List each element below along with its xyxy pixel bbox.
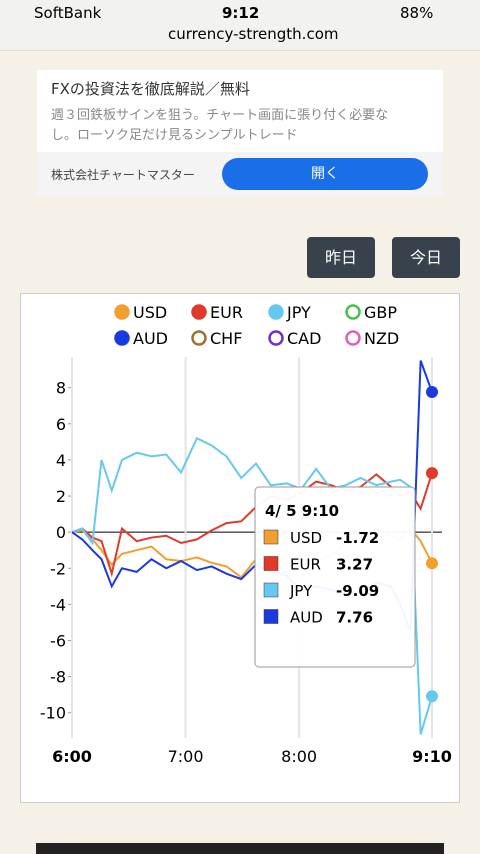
tooltip-value: -9.09 [336,582,379,600]
bottom-banner [36,843,444,854]
ad[interactable]: FXの投資法を徹底解説／無料 週３回鉄板サインを狙う。チャート画面に張り付く必要… [37,70,443,196]
end-point [426,467,438,480]
legend-marker[interactable] [114,304,130,320]
tooltip-swatch [263,609,279,624]
yesterday-button[interactable]: 昨日 [307,237,375,278]
y-tick-label: -2 [50,559,66,578]
x-tick-label: 6:00 [52,747,92,766]
tooltip-name: AUD [290,609,323,627]
y-tick-label: 8 [56,379,66,398]
tooltip-name: JPY [289,582,313,600]
tooltip-title: 4/ 5 9:10 [265,502,339,520]
legend-marker[interactable] [345,304,361,320]
y-tick-label: 4 [56,451,66,470]
legend-label[interactable]: JPY [286,303,311,322]
y-tick-label: 0 [56,523,66,542]
y-tick-label: 6 [56,415,66,434]
x-tick-label: 9:10 [412,747,452,766]
legend-label[interactable]: GBP [364,303,397,322]
status-bar: SoftBank 9:12 88% currency-strength.com [0,0,480,51]
x-tick-label: 8:00 [281,747,317,766]
legend-marker[interactable] [345,330,361,346]
y-tick-label: 2 [56,487,66,506]
tooltip-value: 7.76 [336,609,373,627]
legend-marker[interactable] [191,330,207,346]
end-point [426,690,438,703]
legend-marker[interactable] [268,330,284,346]
today-button[interactable]: 今日 [392,237,460,278]
tooltip-name: USD [290,529,322,547]
x-tick-label: 7:00 [168,747,204,766]
legend-label[interactable]: USD [133,303,167,322]
legend-label[interactable]: CAD [287,329,321,348]
tooltip [254,486,416,668]
tooltip-name: EUR [290,556,321,574]
series-line [72,472,433,578]
series-line [72,436,433,735]
carrier: SoftBank [34,4,102,22]
end-point [426,386,438,399]
tooltip-swatch [263,582,279,598]
legend-marker[interactable] [114,330,130,346]
tooltip-value: 3.27 [336,556,373,574]
y-tick-label: -6 [50,631,66,650]
legend-label[interactable]: CHF [210,329,242,348]
legend-label[interactable]: EUR [210,303,243,322]
legend-marker[interactable] [268,304,284,320]
ad-button[interactable]: 開く [222,158,428,190]
y-tick-label: -10 [40,704,66,723]
ad-footer: 株式会社チャートマスター 開く [37,152,443,196]
tooltip-swatch [263,556,279,571]
end-point [426,557,438,570]
ad-description: 週３回鉄板サインを狙う。チャート画面に張り付く必要なし。ローソク足だけ見るシンプ… [51,108,389,143]
y-tick-label: -4 [50,595,66,614]
clock: 9:12 [222,4,260,22]
url[interactable]: currency-strength.com [168,25,339,43]
legend-label[interactable]: AUD [133,329,168,348]
battery: 88% [400,4,434,22]
tooltip-swatch [263,529,279,545]
legend-label[interactable]: NZD [364,329,399,348]
tooltip-value: -1.72 [336,529,379,547]
ad-advertiser: 株式会社チャートマスター [51,168,195,182]
legend-marker[interactable] [191,304,207,320]
ad-title[interactable]: FXの投資法を徹底解説／無料 [51,80,250,98]
y-tick-label: -8 [50,668,66,687]
